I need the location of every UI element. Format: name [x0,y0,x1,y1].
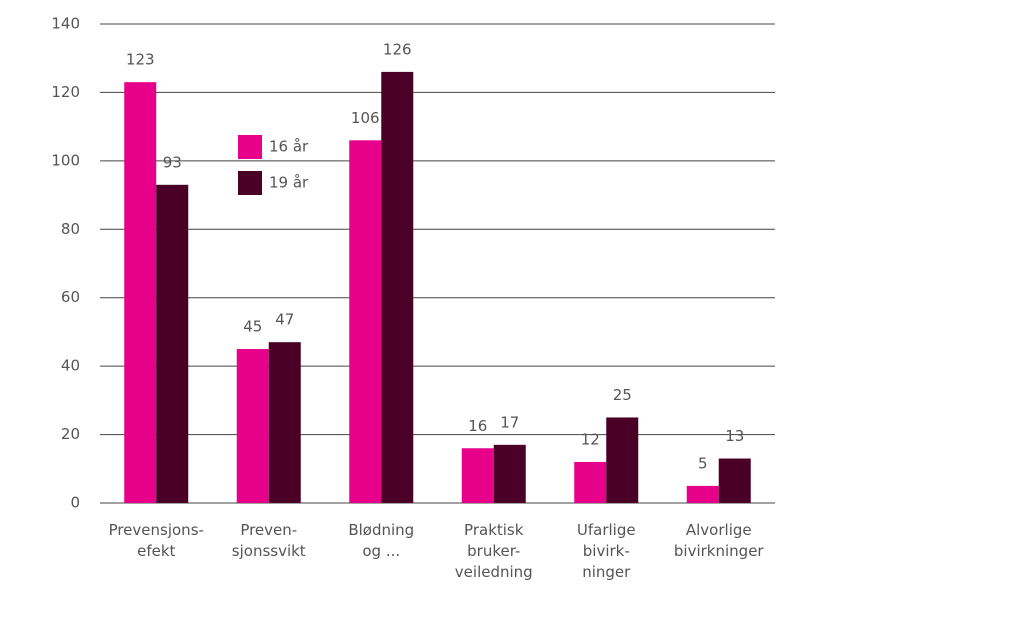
y-tick-label: 0 [70,494,80,512]
value-label: 47 [275,311,294,329]
y-tick-label: 40 [61,357,80,375]
value-label: 12 [581,430,600,448]
bar [124,82,157,504]
value-label: 45 [243,318,262,336]
bar [236,349,269,503]
value-label: 25 [613,386,632,404]
value-label: 93 [163,153,182,171]
y-tick-label: 60 [61,288,80,306]
y-tick-label: 120 [51,83,80,101]
x-tick-label: Preven- sjonssvikt [231,521,306,560]
x-tick-label: Ufarlige bivirk- ninger [576,521,636,581]
bar [461,448,494,503]
value-label: 126 [383,40,412,58]
bar [606,417,639,503]
bar [156,184,189,504]
x-tick-label: Blødning og ... [348,521,415,560]
value-label: 17 [500,413,519,431]
legend-swatch [238,171,262,195]
y-tick-label: 140 [51,15,80,33]
bar [686,485,719,503]
bar [381,71,414,504]
value-label: 13 [725,427,744,445]
value-label: 106 [351,109,380,127]
legend-label: 16 år [269,138,309,156]
value-label: 5 [698,454,708,472]
y-tick-label: 20 [61,425,80,443]
x-tick-label: Prevensjons- efekt [108,521,204,560]
bar [268,342,301,503]
bar [493,444,526,503]
x-tick-label: Praktisk bruker- veiledning [454,521,533,581]
legend-swatch [238,135,262,159]
y-tick-label: 100 [51,151,80,169]
value-label: 16 [468,417,487,435]
bar [718,458,751,503]
x-tick-label: Alvorlige bivirkninger [673,521,764,560]
bar [349,140,382,504]
legend-label: 19 år [269,174,309,192]
bar [574,461,607,503]
value-label: 123 [126,51,155,69]
y-tick-label: 80 [61,220,80,238]
